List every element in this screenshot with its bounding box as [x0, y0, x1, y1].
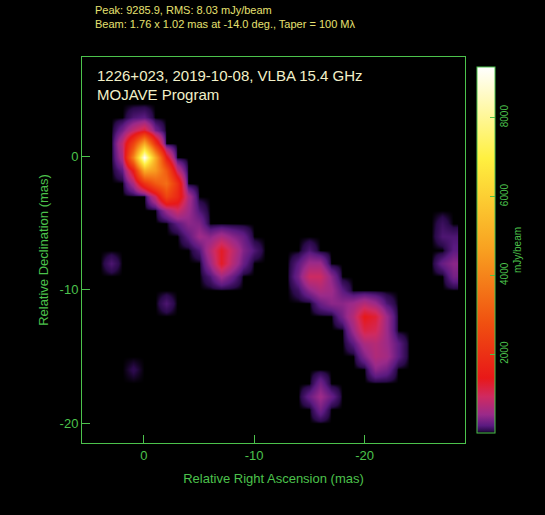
svg-text:1226+023, 2019-10-08, VLBA 15.: 1226+023, 2019-10-08, VLBA 15.4 GHz — [97, 67, 363, 84]
svg-text:-10: -10 — [245, 448, 264, 463]
svg-text:Beam: 1.76 x 1.02 mas at -14.0: Beam: 1.76 x 1.02 mas at -14.0 deg., Tap… — [95, 18, 355, 30]
svg-text:8000: 8000 — [499, 105, 510, 128]
svg-text:MOJAVE Program: MOJAVE Program — [97, 86, 219, 103]
svg-text:6000: 6000 — [499, 183, 510, 206]
svg-text:0: 0 — [71, 149, 78, 164]
svg-text:0: 0 — [140, 448, 147, 463]
svg-text:mJy/beam: mJy/beam — [512, 227, 523, 273]
svg-text:-20: -20 — [60, 416, 79, 431]
svg-text:Peak: 9285.9, RMS: 8.03 mJy/be: Peak: 9285.9, RMS: 8.03 mJy/beam — [95, 4, 272, 16]
svg-text:4000: 4000 — [499, 262, 510, 285]
svg-text:2000: 2000 — [499, 341, 510, 364]
svg-text:Relative Declination (mas): Relative Declination (mas) — [36, 174, 51, 326]
svg-text:-10: -10 — [60, 282, 79, 297]
svg-text:-20: -20 — [355, 448, 374, 463]
svg-text:Relative Right Ascension (mas): Relative Right Ascension (mas) — [183, 471, 364, 486]
